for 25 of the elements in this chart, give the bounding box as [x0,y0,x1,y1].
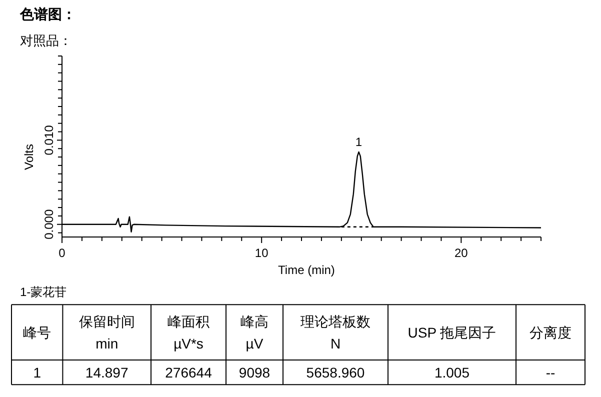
text: 14.897 [85,364,128,380]
text: 保留时间 min [78,313,135,352]
text: 1-蒙花苷 [20,285,67,299]
text: -- [546,364,556,380]
text: 理论塔板数 N [300,313,370,352]
x-axis-title: Time (min) [278,263,335,277]
text: USP 拖尾因子 [408,324,496,340]
text: 峰高 µV [240,313,268,352]
text: 1.005 [434,364,470,380]
y-tick-label: 0.000 [42,209,56,240]
y-tick-label: 0.010 [42,124,56,156]
text: 峰号 [23,324,52,340]
text: 9098 [238,364,270,380]
text: 5658.960 [306,364,365,380]
x-tick-label: 10 [254,246,269,260]
text: 1 [33,364,42,380]
x-tick-label: 20 [454,246,468,260]
text: 峰面积 µV*s [168,313,210,352]
x-tick-label: 0 [58,246,66,260]
text: 276644 [165,364,212,380]
chart-subtitle: 对照品： [20,33,72,48]
chart-title: 色谱图： [19,6,76,22]
text: 分离度 [530,324,572,340]
y-axis-title: Volts [22,144,36,170]
annotation: 1 [355,134,362,149]
